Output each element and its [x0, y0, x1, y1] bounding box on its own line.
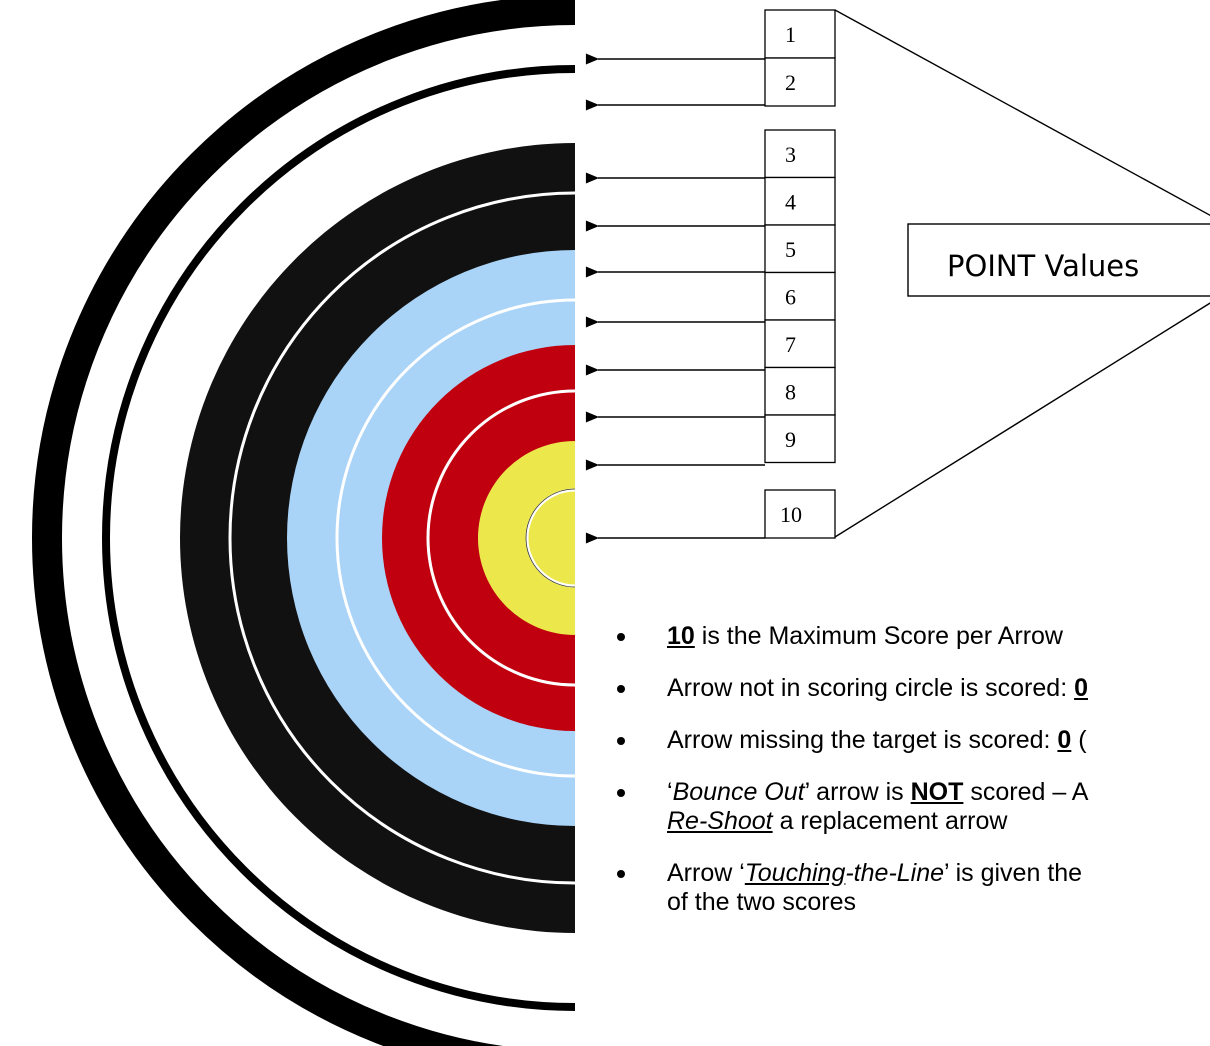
- point-values-callout: POINT Values: [834, 9, 1210, 538]
- rule-text-segment: NOT: [910, 778, 964, 806]
- score-label: 4: [785, 189, 796, 214]
- inner-black-line: [102, 65, 575, 1011]
- score-label: 7: [785, 332, 796, 357]
- score-label: 9: [785, 427, 796, 452]
- rule-text-segment: 0: [1074, 674, 1088, 702]
- callout-box: [907, 223, 1210, 297]
- score-label: 1: [785, 22, 796, 47]
- score-label: 3: [785, 142, 796, 167]
- rule-text-segment: a replacement arrow: [772, 807, 1008, 835]
- rule-text-segment: is the Maximum Score per Arrow: [694, 622, 1063, 650]
- score-box-10: [764, 489, 836, 539]
- ring-divider-line: [335, 298, 575, 778]
- target-face: [32, 0, 575, 1046]
- score-box-9: [764, 414, 836, 464]
- rule-text-segment: 0: [1057, 726, 1072, 754]
- score-boxes: 1 2 3 4 5 6 7 8 9 10: [764, 9, 836, 539]
- ring-divider-line: [426, 389, 575, 687]
- rule-item: Arrow missing the target is scored: 0 (: [615, 726, 1210, 755]
- score-box-8: [764, 366, 836, 416]
- rule-item: Arrow ‘Touching-the-Line’ is given the of…: [615, 859, 1210, 917]
- score-box-3: [764, 129, 836, 179]
- outer-black-band: [32, 0, 575, 1046]
- center-ring-outline: [525, 488, 575, 588]
- callout-label: POINT Values: [947, 249, 1139, 283]
- score-box-1: [764, 9, 836, 59]
- rule-text-segment: ’ arrow is: [804, 778, 911, 806]
- scoring-rules-list: 10 is the Maximum Score per Arrow Arrow n…: [615, 622, 1210, 917]
- rule-text-segment: Re-Shoot: [667, 807, 773, 835]
- rule-item: 10 is the Maximum Score per Arrow: [615, 622, 1210, 651]
- rule-text-segment: Arrow missing the target is scored:: [667, 726, 1058, 754]
- rule-text-segment: ‘: [667, 778, 673, 806]
- arrow-pointers: [585, 53, 765, 544]
- score-box-4: [764, 176, 836, 226]
- rule-text-segment: ’ is given the: [944, 859, 1083, 887]
- score-label: 10: [780, 502, 802, 527]
- rule-text-segment: Bounce Out: [672, 778, 805, 806]
- callout-pointer-top: [834, 9, 1210, 217]
- rule-text-segment: of the two scores: [667, 888, 856, 916]
- ring-divider-line: [228, 191, 575, 885]
- rule-item: ‘Bounce Out’ arrow is NOT scored – A Re-S…: [615, 778, 1210, 836]
- score-box-7: [764, 319, 836, 369]
- score-label: 5: [785, 237, 796, 262]
- rule-text-segment: Arrow not in scoring circle is scored:: [667, 674, 1075, 702]
- rule-text-segment: Touching: [744, 859, 846, 887]
- score-label: 6: [785, 284, 796, 309]
- rule-item: Arrow not in scoring circle is scored: 0: [615, 674, 1210, 703]
- ring-divider-line: [525, 488, 575, 588]
- rule-text-segment: 10: [667, 622, 695, 650]
- ring-10: [527, 490, 575, 586]
- callout-pointer-bottom: [834, 302, 1210, 538]
- score-label: 2: [785, 70, 796, 95]
- score-label: 8: [785, 379, 796, 404]
- rule-text-segment: scored – A: [963, 778, 1089, 806]
- rule-text-segment: -the-Line: [845, 859, 945, 887]
- score-box-6: [764, 271, 836, 321]
- rule-text-segment: (: [1071, 726, 1087, 754]
- score-box-5: [764, 224, 836, 274]
- rule-text-segment: Arrow ‘: [667, 859, 745, 887]
- score-box-2: [764, 57, 836, 107]
